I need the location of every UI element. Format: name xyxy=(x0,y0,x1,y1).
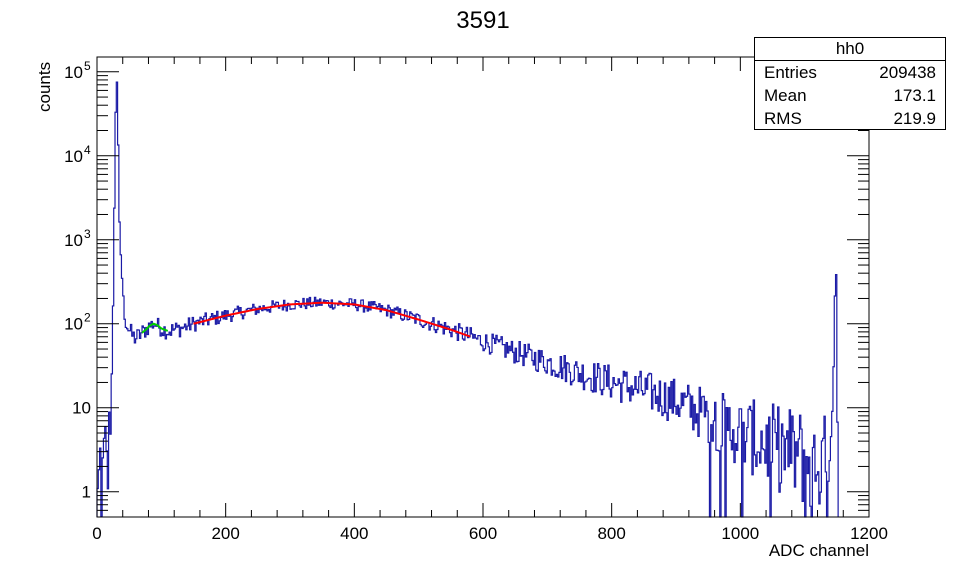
y-tick-exponent: 5 xyxy=(84,59,91,73)
y-tick-label: 1 xyxy=(82,483,91,502)
x-tick-label: 400 xyxy=(340,524,368,543)
stats-row-rms: RMS 219.9 xyxy=(755,107,945,130)
x-tick-label: 1000 xyxy=(721,524,759,543)
stats-value-entries: 209438 xyxy=(879,63,936,82)
histogram-series xyxy=(96,81,839,518)
y-axis-label: counts xyxy=(35,62,54,112)
x-tick-label: 200 xyxy=(211,524,239,543)
x-tick-label: 0 xyxy=(92,524,101,543)
y-tick-label: 10 xyxy=(64,147,83,166)
stats-value-mean: 173.1 xyxy=(893,86,936,105)
stats-title: hh0 xyxy=(755,38,945,61)
x-axis-label: ADC channel xyxy=(769,541,869,560)
stats-label-entries: Entries xyxy=(764,63,817,82)
y-tick-exponent: 4 xyxy=(84,143,91,157)
y-tick-label: 10 xyxy=(64,63,83,82)
chart-title: 3591 xyxy=(456,7,509,34)
y-tick-label: 10 xyxy=(64,315,83,334)
stats-value-rms: 219.9 xyxy=(893,109,936,128)
y-tick-exponent: 2 xyxy=(84,311,91,325)
stats-row-mean: Mean 173.1 xyxy=(755,84,945,107)
fit-curve-red xyxy=(193,301,471,338)
y-tick-label: 10 xyxy=(72,399,91,418)
x-tick-label: 600 xyxy=(469,524,497,543)
y-tick-exponent: 3 xyxy=(84,227,91,241)
stats-row-entries: Entries 209438 xyxy=(755,61,945,84)
stats-label-mean: Mean xyxy=(764,86,807,105)
fit-curve-green xyxy=(141,322,169,334)
x-tick-label: 800 xyxy=(597,524,625,543)
plot-area xyxy=(96,81,839,518)
x-tick-label: 1200 xyxy=(850,524,888,543)
y-tick-label: 10 xyxy=(64,231,83,250)
stats-label-rms: RMS xyxy=(764,109,802,128)
stats-box: hh0 Entries 209438 Mean 173.1 RMS 219.9 xyxy=(754,37,946,130)
